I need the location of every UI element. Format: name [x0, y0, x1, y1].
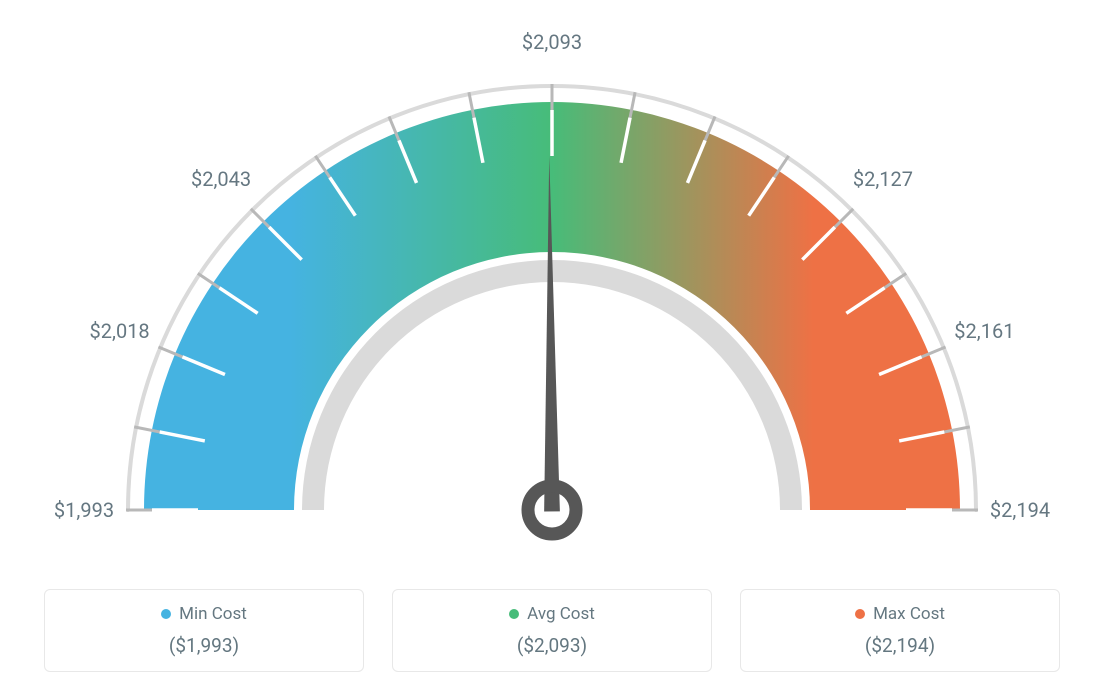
- scale-label: $1,993: [54, 498, 114, 522]
- legend-avg-value: ($2,093): [517, 634, 587, 657]
- scale-label: $2,127: [853, 167, 913, 191]
- scale-label: $2,043: [191, 167, 251, 191]
- legend-max-card: Max Cost ($2,194): [740, 589, 1060, 672]
- legend-row: Min Cost ($1,993) Avg Cost ($2,093) Max …: [0, 589, 1104, 672]
- legend-avg-card: Avg Cost ($2,093): [392, 589, 712, 672]
- scale-label: $2,194: [990, 498, 1050, 522]
- legend-min-top: Min Cost: [161, 604, 247, 624]
- legend-avg-label: Avg Cost: [527, 604, 595, 624]
- dot-icon: [509, 609, 519, 619]
- legend-min-value: ($1,993): [169, 634, 239, 657]
- legend-min-label: Min Cost: [179, 604, 247, 624]
- scale-label: $2,018: [90, 319, 150, 343]
- legend-max-value: ($2,194): [865, 634, 935, 657]
- legend-avg-top: Avg Cost: [509, 604, 595, 624]
- gauge-svg: [0, 0, 1104, 560]
- legend-max-top: Max Cost: [855, 604, 945, 624]
- scale-label: $2,093: [522, 30, 582, 54]
- dot-icon: [161, 609, 171, 619]
- scale-label: $2,161: [954, 319, 1014, 343]
- legend-min-card: Min Cost ($1,993): [44, 589, 364, 672]
- dot-icon: [855, 609, 865, 619]
- legend-max-label: Max Cost: [873, 604, 945, 624]
- cost-gauge: $1,993 $2,018 $2,043 $2,093 $2,127 $2,161 $2,1…: [0, 0, 1104, 560]
